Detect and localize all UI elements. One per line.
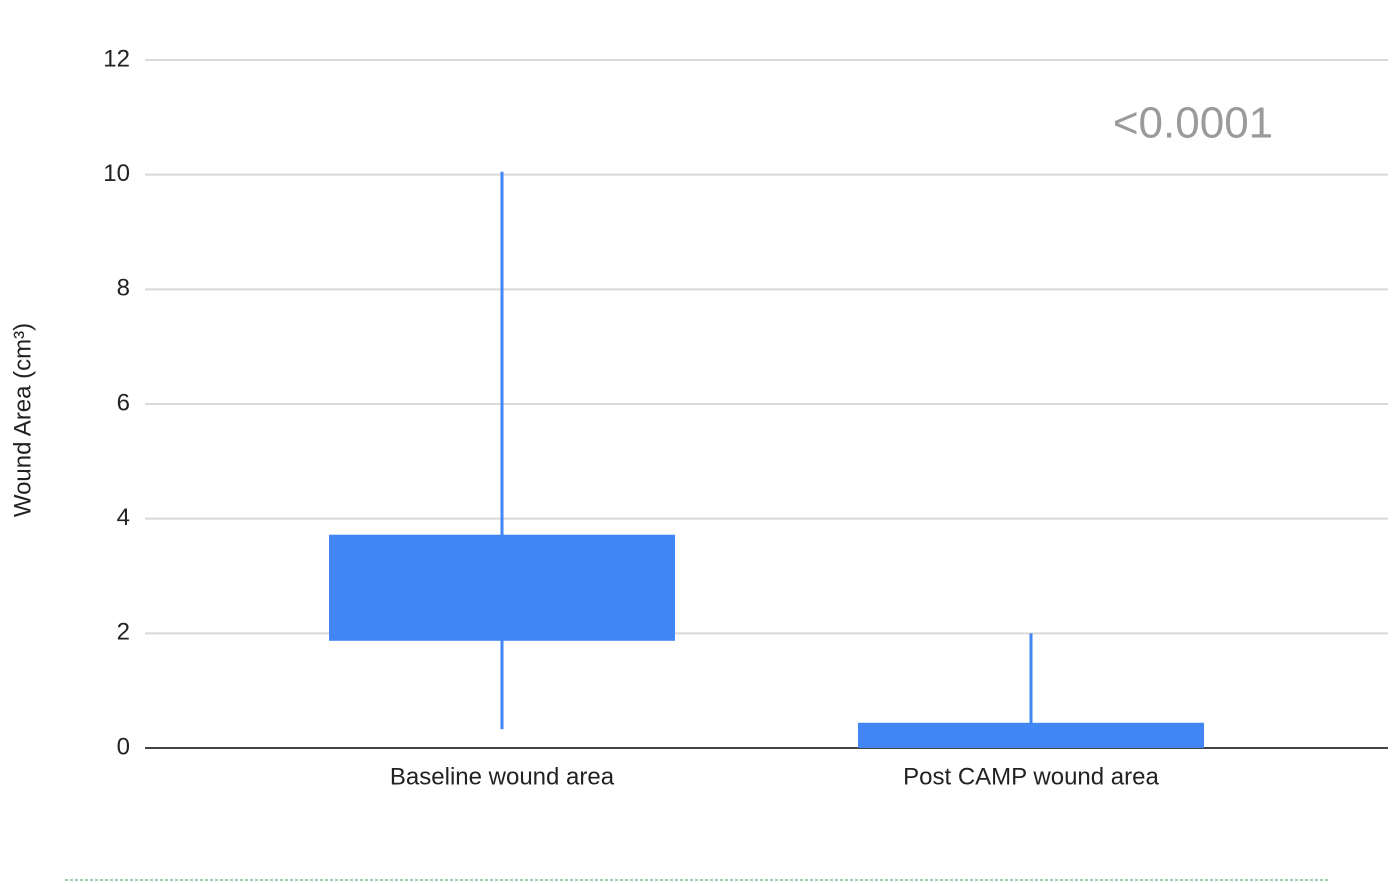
y-tick-label: 12 [103, 45, 130, 72]
y-tick-label: 2 [117, 619, 130, 646]
box [329, 534, 675, 641]
y-tick-label: 10 [103, 160, 130, 187]
y-tick-label: 4 [117, 504, 130, 531]
box [858, 722, 1204, 748]
y-tick-label: 6 [117, 389, 130, 416]
x-tick-label: Post CAMP wound area [903, 763, 1159, 790]
y-tick-label: 0 [117, 733, 130, 760]
y-axis-title: Wound Area (cm³) [9, 323, 36, 517]
x-tick-label: Baseline wound area [390, 763, 615, 790]
annotation: <0.0001 [1113, 99, 1273, 148]
y-tick-label: 8 [117, 275, 130, 302]
